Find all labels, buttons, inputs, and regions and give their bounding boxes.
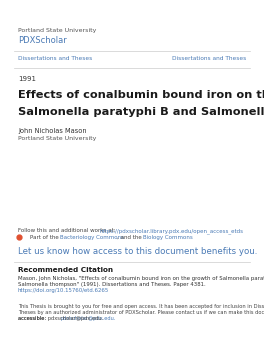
Text: Recommended Citation: Recommended Citation — [18, 267, 113, 273]
Text: Portland State University: Portland State University — [18, 136, 96, 141]
Text: , and the: , and the — [117, 235, 144, 240]
Text: John Nicholas Mason: John Nicholas Mason — [18, 128, 87, 134]
Text: accessible:: accessible: — [18, 316, 48, 321]
Text: Effects of conalbumin bound iron on the growth of: Effects of conalbumin bound iron on the … — [18, 90, 264, 100]
Text: Salmonella thompson" (1991). Dissertations and Theses. Paper 4381.: Salmonella thompson" (1991). Dissertatio… — [18, 282, 206, 287]
Text: https://doi.org/10.15760/etd.6265: https://doi.org/10.15760/etd.6265 — [18, 288, 109, 293]
Text: pdxscholar@pdx.edu.: pdxscholar@pdx.edu. — [61, 316, 116, 321]
Text: Follow this and additional works at:: Follow this and additional works at: — [18, 228, 119, 233]
Text: Let us know how access to this document benefits you.: Let us know how access to this document … — [18, 247, 257, 256]
Text: Dissertations and Theses: Dissertations and Theses — [172, 56, 246, 61]
Text: Part of the: Part of the — [30, 235, 60, 240]
Text: Biology Commons: Biology Commons — [143, 235, 193, 240]
Text: Salmonella paratyphi B and Salmonella thompson: Salmonella paratyphi B and Salmonella th… — [18, 107, 264, 117]
Text: This Thesis is brought to you for free and open access. It has been accepted for: This Thesis is brought to you for free a… — [18, 304, 264, 309]
Text: 1991: 1991 — [18, 76, 36, 82]
Text: Dissertations and Theses: Dissertations and Theses — [18, 56, 92, 61]
Text: Mason, John Nicholas, "Effects of conalbumin bound iron on the growth of Salmone: Mason, John Nicholas, "Effects of conalb… — [18, 276, 264, 281]
Text: Portland State University: Portland State University — [18, 28, 96, 33]
Text: PDXScholar: PDXScholar — [18, 36, 67, 45]
Text: Bacteriology Commons: Bacteriology Commons — [60, 235, 124, 240]
Text: Theses by an authorized administrator of PDXScholar. Please contact us if we can: Theses by an authorized administrator of… — [18, 310, 264, 315]
Text: accessible: pdxscholar@pdx.edu.: accessible: pdxscholar@pdx.edu. — [18, 316, 103, 321]
Text: https://pdxscholar.library.pdx.edu/open_access_etds: https://pdxscholar.library.pdx.edu/open_… — [100, 228, 244, 234]
